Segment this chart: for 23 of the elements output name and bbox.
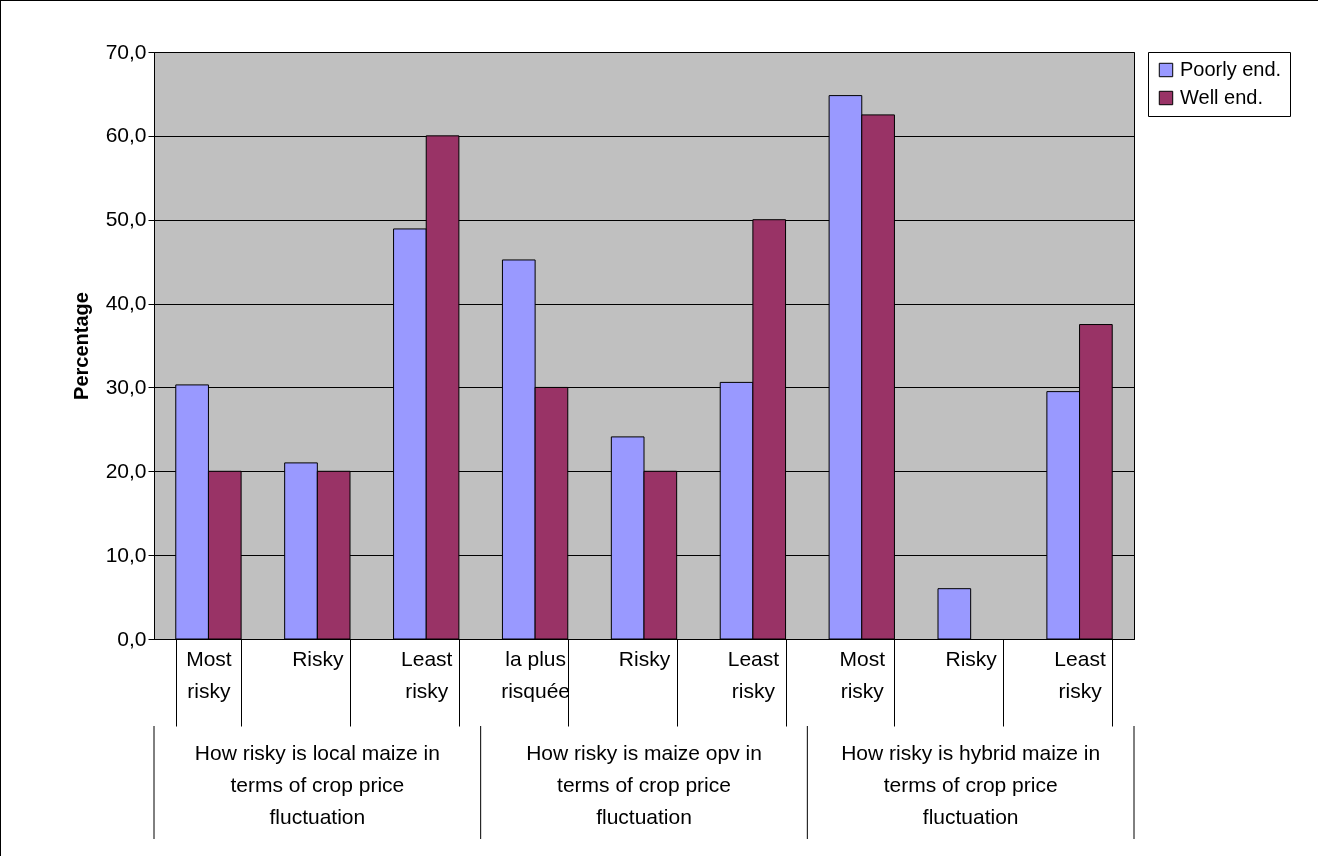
x-tick-label: Most risky xyxy=(839,646,886,702)
y-tick-label: 70,0 xyxy=(105,39,147,63)
x-tick-label: Least risky xyxy=(1054,646,1106,702)
x-tick-label: Most risky xyxy=(186,646,232,702)
y-tick-label: 50,0 xyxy=(105,207,147,231)
x-tick-label: la plus risquée xyxy=(501,646,571,702)
x-tick-label: Least risky xyxy=(401,646,453,702)
legend-label: Poorly end. xyxy=(1180,58,1282,80)
x-tick-label: Least risky xyxy=(727,646,780,702)
y-tick-label: 0,0 xyxy=(117,626,147,650)
y-tick-label: 40,0 xyxy=(105,291,147,315)
x-tick-label: Risky xyxy=(945,646,998,670)
x-tick-label: Risky xyxy=(292,646,344,670)
y-tick-label: 10,0 xyxy=(105,542,147,566)
y-tick-label: 30,0 xyxy=(105,374,147,398)
text: How risky is local maize in terms of crop price fluctuation xyxy=(194,741,440,828)
y-axis-title: Percentage xyxy=(69,292,92,400)
legend-label: Well end. xyxy=(1180,86,1264,108)
x-tick-label: Risky xyxy=(618,646,671,670)
y-tick-label: 20,0 xyxy=(105,458,147,482)
text: How risky is hybrid maize in terms of crop price fluctuation xyxy=(841,741,1101,828)
y-tick-label: 60,0 xyxy=(105,123,147,147)
text: How risky is maize opv in terms of crop price fluctuation xyxy=(526,741,762,828)
